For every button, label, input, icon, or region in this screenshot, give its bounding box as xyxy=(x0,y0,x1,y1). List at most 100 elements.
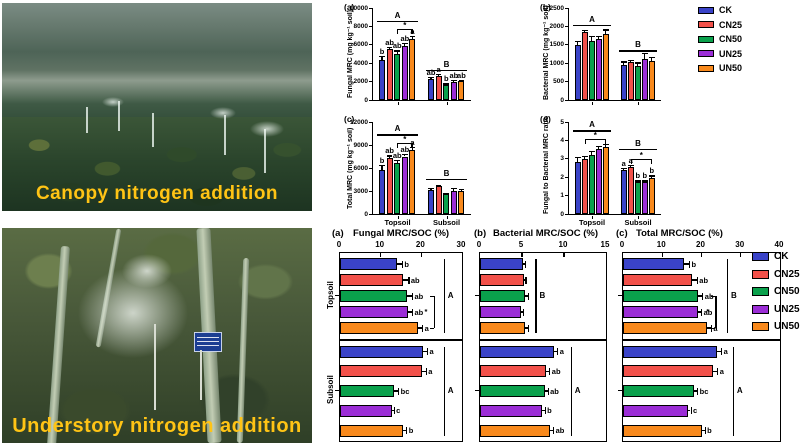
x-tick-label: 10 xyxy=(656,240,666,249)
error-bar xyxy=(391,410,394,412)
error-bar-cap xyxy=(602,144,609,146)
error-bar-cap xyxy=(422,324,424,332)
y-tick-mark xyxy=(369,213,373,215)
bar-CN50-subsoil xyxy=(443,194,450,214)
bar-CN25-topsoil xyxy=(582,158,588,214)
x-tick-mark xyxy=(700,253,703,257)
error-bar xyxy=(423,350,428,353)
error-bar-cap xyxy=(595,35,602,37)
panel-label: (d) xyxy=(540,114,551,124)
x-tick-mark xyxy=(397,215,399,219)
sig-bracket-arm xyxy=(711,296,716,298)
error-bar-cap xyxy=(648,57,655,59)
y-tick-mark xyxy=(565,139,569,142)
x-tick-label: 30 xyxy=(735,240,745,249)
error-bar xyxy=(525,295,528,297)
mountain-forest-background xyxy=(2,3,312,132)
bar-UN25-subsoil xyxy=(623,404,688,417)
error-bar-cap xyxy=(620,168,627,170)
error-bar xyxy=(389,46,391,50)
sig-letter: ab xyxy=(400,33,410,43)
sprinkler-spray xyxy=(250,121,284,137)
legend-row: CN25 xyxy=(698,20,742,30)
error-bar-cap xyxy=(394,159,401,162)
error-bar xyxy=(544,390,548,392)
sig-group-letter: B xyxy=(443,168,450,178)
sig-letter: ab xyxy=(704,291,714,301)
error-bar-cap xyxy=(641,180,648,182)
sig-bracket xyxy=(715,296,717,328)
bar-UN50-subsoil xyxy=(458,81,465,100)
bar-UN50-subsoil xyxy=(623,424,702,437)
error-bar-cap xyxy=(411,292,414,300)
sig-bracket-arm xyxy=(584,138,586,144)
y-tick-label: 1 xyxy=(560,192,564,200)
sig-group-letter: B xyxy=(443,59,450,69)
error-bar-cap xyxy=(549,367,551,375)
photo-caption-canopy: Canopy nitrogen addition xyxy=(35,183,279,204)
y-axis-label: Fungal MRC (mg kg⁻¹ soil) xyxy=(347,9,354,99)
sig-letter: b xyxy=(404,259,409,269)
plot-box: b ab ab ab a B * a a bc c b A xyxy=(622,252,781,442)
y-tick-label: 3000 xyxy=(353,187,368,195)
sig-line xyxy=(377,20,418,23)
x-tick-label: 0 xyxy=(476,240,482,249)
bar-CN25-topsoil xyxy=(480,274,524,286)
error-bar xyxy=(381,164,383,170)
sig-line xyxy=(443,259,446,333)
sig-letter: c xyxy=(396,406,401,416)
error-bar xyxy=(598,35,600,40)
x-tick-label: 20 xyxy=(696,240,705,249)
error-bar-cap xyxy=(428,77,434,79)
error-bar xyxy=(717,350,722,353)
treatment-legend-top: CK CN25 CN50 UN25 UN50 xyxy=(698,5,742,78)
y-tick-label: 9000 xyxy=(353,141,368,149)
chart-title: Total MRC/SOC (%) xyxy=(636,228,723,239)
error-bar xyxy=(422,370,426,372)
y-tick-label: 2000 xyxy=(549,22,564,30)
sig-letter: ab xyxy=(551,366,561,376)
y-tick-mark xyxy=(369,81,373,83)
error-bar-cap xyxy=(451,79,457,81)
error-bar xyxy=(522,263,525,265)
sig-bracket xyxy=(630,158,652,160)
error-bar-cap xyxy=(443,192,450,194)
error-bar-cap xyxy=(451,187,457,190)
error-bar-cap xyxy=(602,29,609,31)
sig-group-letter: A xyxy=(574,386,581,395)
y-tick-mark xyxy=(369,121,373,123)
error-bar-cap xyxy=(443,83,450,85)
error-bar-cap xyxy=(701,308,703,316)
bar-UN25-subsoil xyxy=(642,58,648,100)
y-tick-mark xyxy=(565,7,569,9)
x-tick-label: 30 xyxy=(456,240,466,249)
error-bar xyxy=(523,279,526,281)
bar-UN25-subsoil xyxy=(642,181,648,214)
bar-UN50-subsoil xyxy=(649,178,655,214)
bar-CK-topsoil xyxy=(379,169,386,214)
sig-letter: b xyxy=(547,406,552,416)
sig-letter: ab xyxy=(555,426,565,435)
bar-UN25-subsoil xyxy=(450,82,457,100)
legend-label: CN50 xyxy=(774,286,800,297)
sig-letter: a xyxy=(723,347,728,356)
y-tick-label: 1000 xyxy=(549,59,564,67)
y-tick-label: 10000 xyxy=(349,4,368,12)
error-bar xyxy=(591,150,593,156)
sig-line xyxy=(426,69,467,72)
sig-letter: c xyxy=(693,406,698,416)
category-label: Topsoil xyxy=(578,218,606,227)
error-bar-cap xyxy=(721,348,723,355)
error-bar xyxy=(683,263,689,265)
error-bar xyxy=(701,429,705,432)
error-bar xyxy=(644,53,646,59)
y-tick-mark xyxy=(369,190,373,192)
sig-group-letter: A xyxy=(394,124,401,134)
x-tick-label: 40 xyxy=(774,240,784,249)
error-bar-cap xyxy=(411,308,414,316)
error-bar xyxy=(411,35,414,40)
section-divider xyxy=(480,339,606,341)
sig-letter: bc xyxy=(699,386,709,396)
bar-CN50-subsoil xyxy=(623,385,694,397)
legend-label: CN50 xyxy=(719,34,743,44)
